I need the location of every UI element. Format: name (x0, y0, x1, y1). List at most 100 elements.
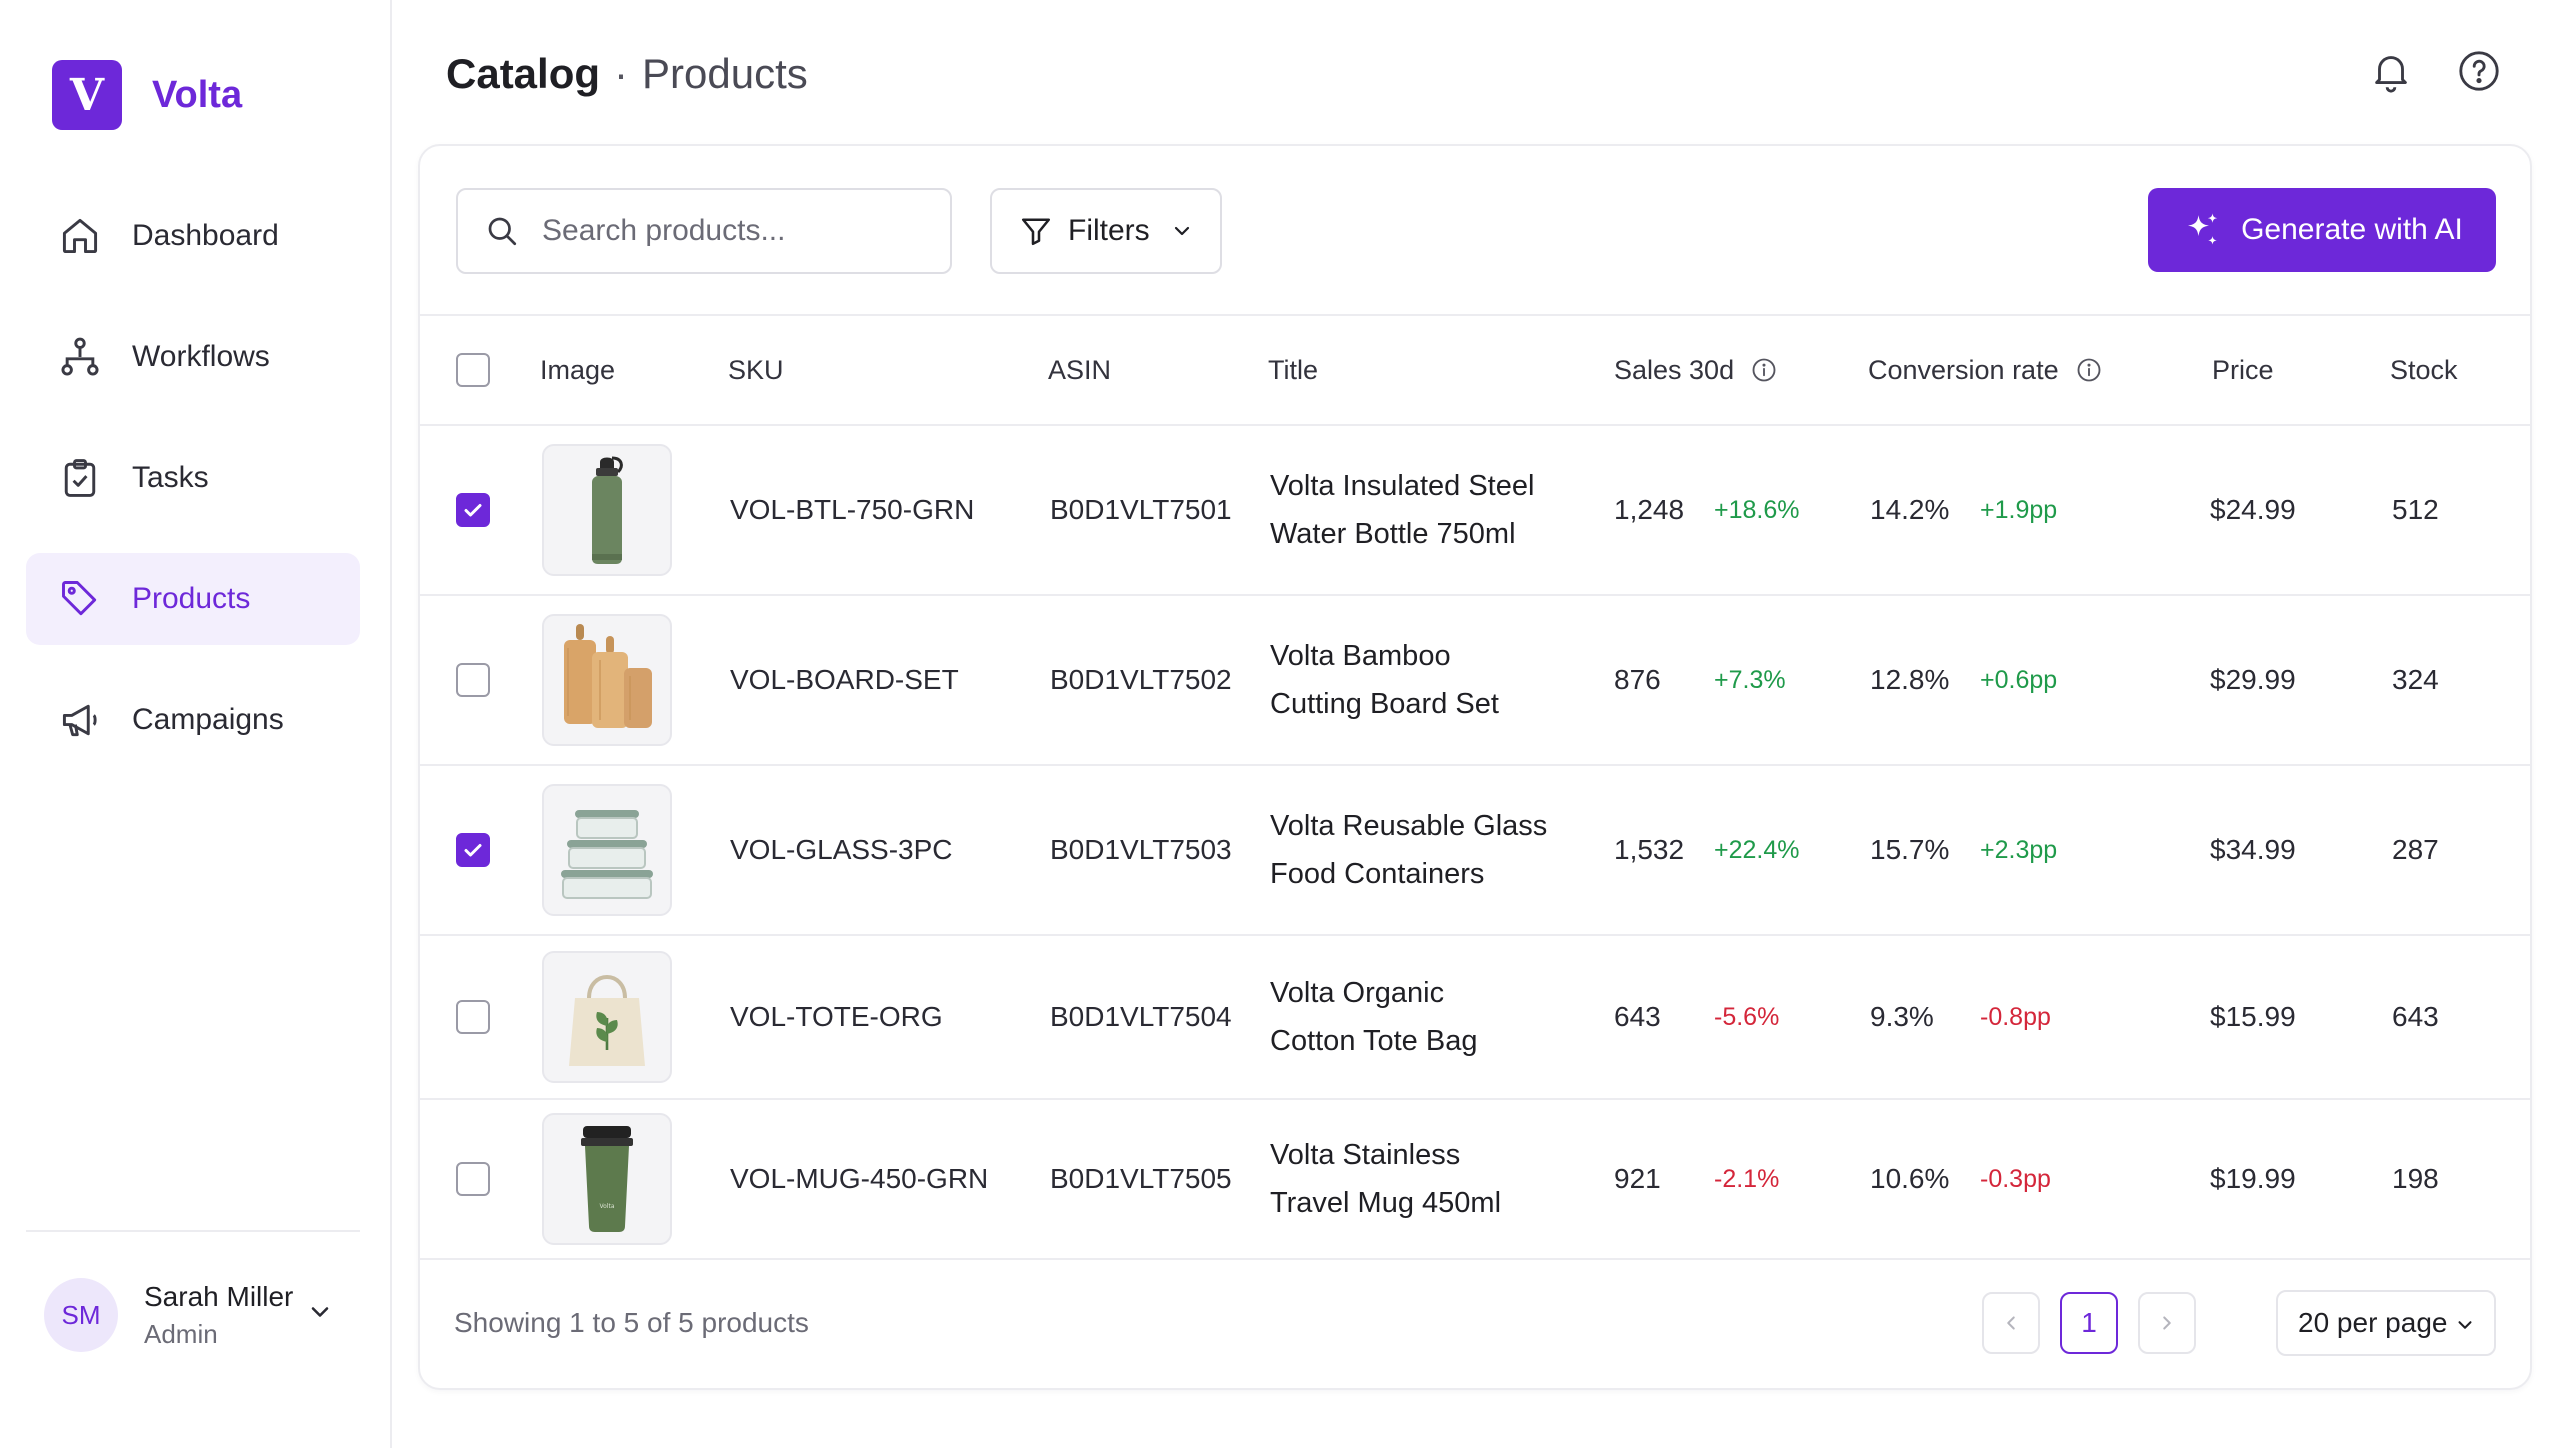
column-header-title[interactable]: Title (1268, 354, 1319, 385)
table-row[interactable]: VOL-BTL-750-GRN B0D1VLT7501 Volta Insula… (420, 426, 2530, 596)
table-row[interactable]: VOL-GLASS-3PC B0D1VLT7503 Volta Reusable… (420, 766, 2530, 936)
column-header-asin[interactable]: ASIN (1048, 354, 1112, 385)
title-cell[interactable]: Volta Insulated Steel Water Bottle 750ml (1270, 426, 1534, 594)
info-icon[interactable] (1750, 356, 1778, 384)
water-bottle-image[interactable] (542, 444, 672, 576)
select-all-checkbox[interactable] (456, 353, 490, 387)
sales-delta: +22.4% (1714, 835, 1800, 864)
column-header-conversion[interactable]: Conversion rate (1868, 316, 2103, 424)
sidebar-item-label: Workflows (132, 340, 270, 373)
user-menu[interactable]: SM Sarah Miller Admin (44, 1278, 344, 1352)
row-checkbox[interactable] (456, 493, 490, 527)
home-icon (62, 218, 98, 254)
sales-value: 1,532 (1614, 834, 1685, 865)
title-line: Cotton Tote Bag (1270, 1025, 1478, 1057)
tote-bag-image[interactable] (542, 951, 672, 1083)
header-cell-select (456, 316, 490, 424)
column-header-stock[interactable]: Stock (2390, 354, 2458, 385)
title-line: Volta Stainless (1270, 1139, 1461, 1171)
price-cell: $19.99 (2210, 1163, 2296, 1194)
title-line: Volta Bamboo (1270, 640, 1451, 672)
sparkles-icon (2188, 213, 2218, 245)
column-header-sku[interactable]: SKU (728, 354, 784, 385)
clipboard-check-icon (64, 459, 96, 497)
page-button-current[interactable]: 1 (2060, 1292, 2118, 1354)
table-row[interactable]: VOL-TOTE-ORG B0D1VLT7504 Volta Organic Co… (420, 936, 2530, 1100)
page-title: Products (642, 50, 808, 97)
conversion-delta: +0.6pp (1980, 665, 2058, 694)
table-row[interactable]: VOL-BOARD-SET B0D1VLT7502 Volta Bamboo Cu… (420, 596, 2530, 766)
chevron-down-icon[interactable] (306, 1298, 334, 1326)
conversion-value: 12.8% (1870, 664, 1950, 695)
megaphone-icon (62, 704, 97, 737)
chevron-down-icon (1174, 226, 1189, 236)
sku-cell: VOL-TOTE-ORG (730, 1001, 943, 1032)
bell-icon[interactable] (2368, 48, 2414, 94)
svg-text:Volta: Volta (599, 1203, 614, 1210)
sales-value: 643 (1614, 1001, 1661, 1032)
user-info: Sarah Miller Admin (144, 1281, 293, 1350)
title-cell[interactable]: Volta Stainless Travel Mug 450ml (1270, 1100, 1501, 1258)
per-page-select[interactable]: 20 per page (2276, 1290, 2496, 1356)
search-input[interactable] (542, 214, 942, 248)
previous-page-button[interactable] (1982, 1292, 2040, 1354)
column-header-conversion-label: Conversion rate (1868, 354, 2059, 385)
brand[interactable]: V Volta (52, 60, 242, 130)
stock-cell: 643 (2392, 1001, 2439, 1032)
sidebar-item-campaigns[interactable]: Campaigns (26, 674, 360, 766)
sales-value: 921 (1614, 1163, 1661, 1194)
title-cell[interactable]: Volta Organic Cotton Tote Bag (1270, 936, 1477, 1098)
sidebar-item-label: Tasks (132, 461, 209, 494)
avatar: SM (44, 1278, 118, 1352)
asin-cell: B0D1VLT7503 (1050, 834, 1232, 865)
title-line: Volta Organic (1270, 977, 1445, 1009)
asin-cell: B0D1VLT7504 (1050, 1001, 1232, 1032)
title-line: Food Containers (1270, 858, 1485, 890)
table-footer: Showing 1 to 5 of 5 products 1 20 per pa… (420, 1258, 2530, 1388)
sidebar-item-products[interactable]: Products (26, 553, 360, 645)
glass-containers-image[interactable] (542, 784, 672, 916)
column-header-image: Image (540, 354, 616, 385)
conversion-value: 9.3% (1870, 1001, 1934, 1032)
sales-value: 1,248 (1614, 494, 1685, 525)
filters-button[interactable]: Filters (990, 188, 1222, 274)
travel-mug-image[interactable]: Volta (542, 1113, 672, 1245)
next-page-button[interactable] (2138, 1292, 2196, 1354)
sidebar-item-dashboard[interactable]: Dashboard (26, 190, 360, 282)
asin-cell: B0D1VLT7505 (1050, 1163, 1232, 1194)
title-line: Water Bottle 750ml (1270, 518, 1516, 550)
sku-cell: VOL-BOARD-SET (730, 664, 959, 695)
tag-icon (62, 581, 97, 616)
cutting-board-image[interactable] (542, 614, 672, 746)
breadcrumb: Catalog · Products (446, 50, 808, 98)
conversion-value: 15.7% (1870, 834, 1950, 865)
column-header-sales-label: Sales 30d (1614, 354, 1735, 385)
row-checkbox[interactable] (456, 663, 490, 697)
sidebar-item-label: Products (132, 582, 251, 615)
price-cell: $34.99 (2210, 834, 2296, 865)
price-cell: $15.99 (2210, 1001, 2296, 1032)
user-name: Sarah Miller (144, 1280, 294, 1312)
help-icon[interactable] (2456, 48, 2502, 94)
search-box[interactable] (456, 188, 952, 274)
breadcrumb-root[interactable]: Catalog (446, 50, 601, 97)
sidebar-item-label: Dashboard (132, 219, 279, 252)
row-checkbox[interactable] (456, 833, 490, 867)
brand-name: Volta (152, 73, 243, 116)
column-header-price[interactable]: Price (2212, 354, 2274, 385)
generate-with-ai-button[interactable]: Generate with AI (2148, 188, 2496, 272)
table-row[interactable]: Volta VOL-MUG-450-GRN B0D1VLT7505 Volta … (420, 1100, 2530, 1260)
info-icon[interactable] (2075, 356, 2103, 384)
title-cell[interactable]: Volta Reusable Glass Food Containers (1270, 766, 1547, 934)
title-line: Cutting Board Set (1270, 688, 1499, 720)
sidebar-item-tasks[interactable]: Tasks (26, 432, 360, 524)
sidebar-item-workflows[interactable]: Workflows (26, 311, 360, 403)
workflow-icon (61, 337, 99, 376)
title-cell[interactable]: Volta Bamboo Cutting Board Set (1270, 596, 1499, 764)
per-page-label: 20 per page (2298, 1307, 2448, 1338)
search-icon (488, 217, 517, 246)
column-header-sales[interactable]: Sales 30d (1614, 316, 1778, 424)
row-checkbox[interactable] (456, 1000, 490, 1034)
chevron-left-icon (2007, 1316, 2015, 1330)
row-checkbox[interactable] (456, 1162, 490, 1196)
